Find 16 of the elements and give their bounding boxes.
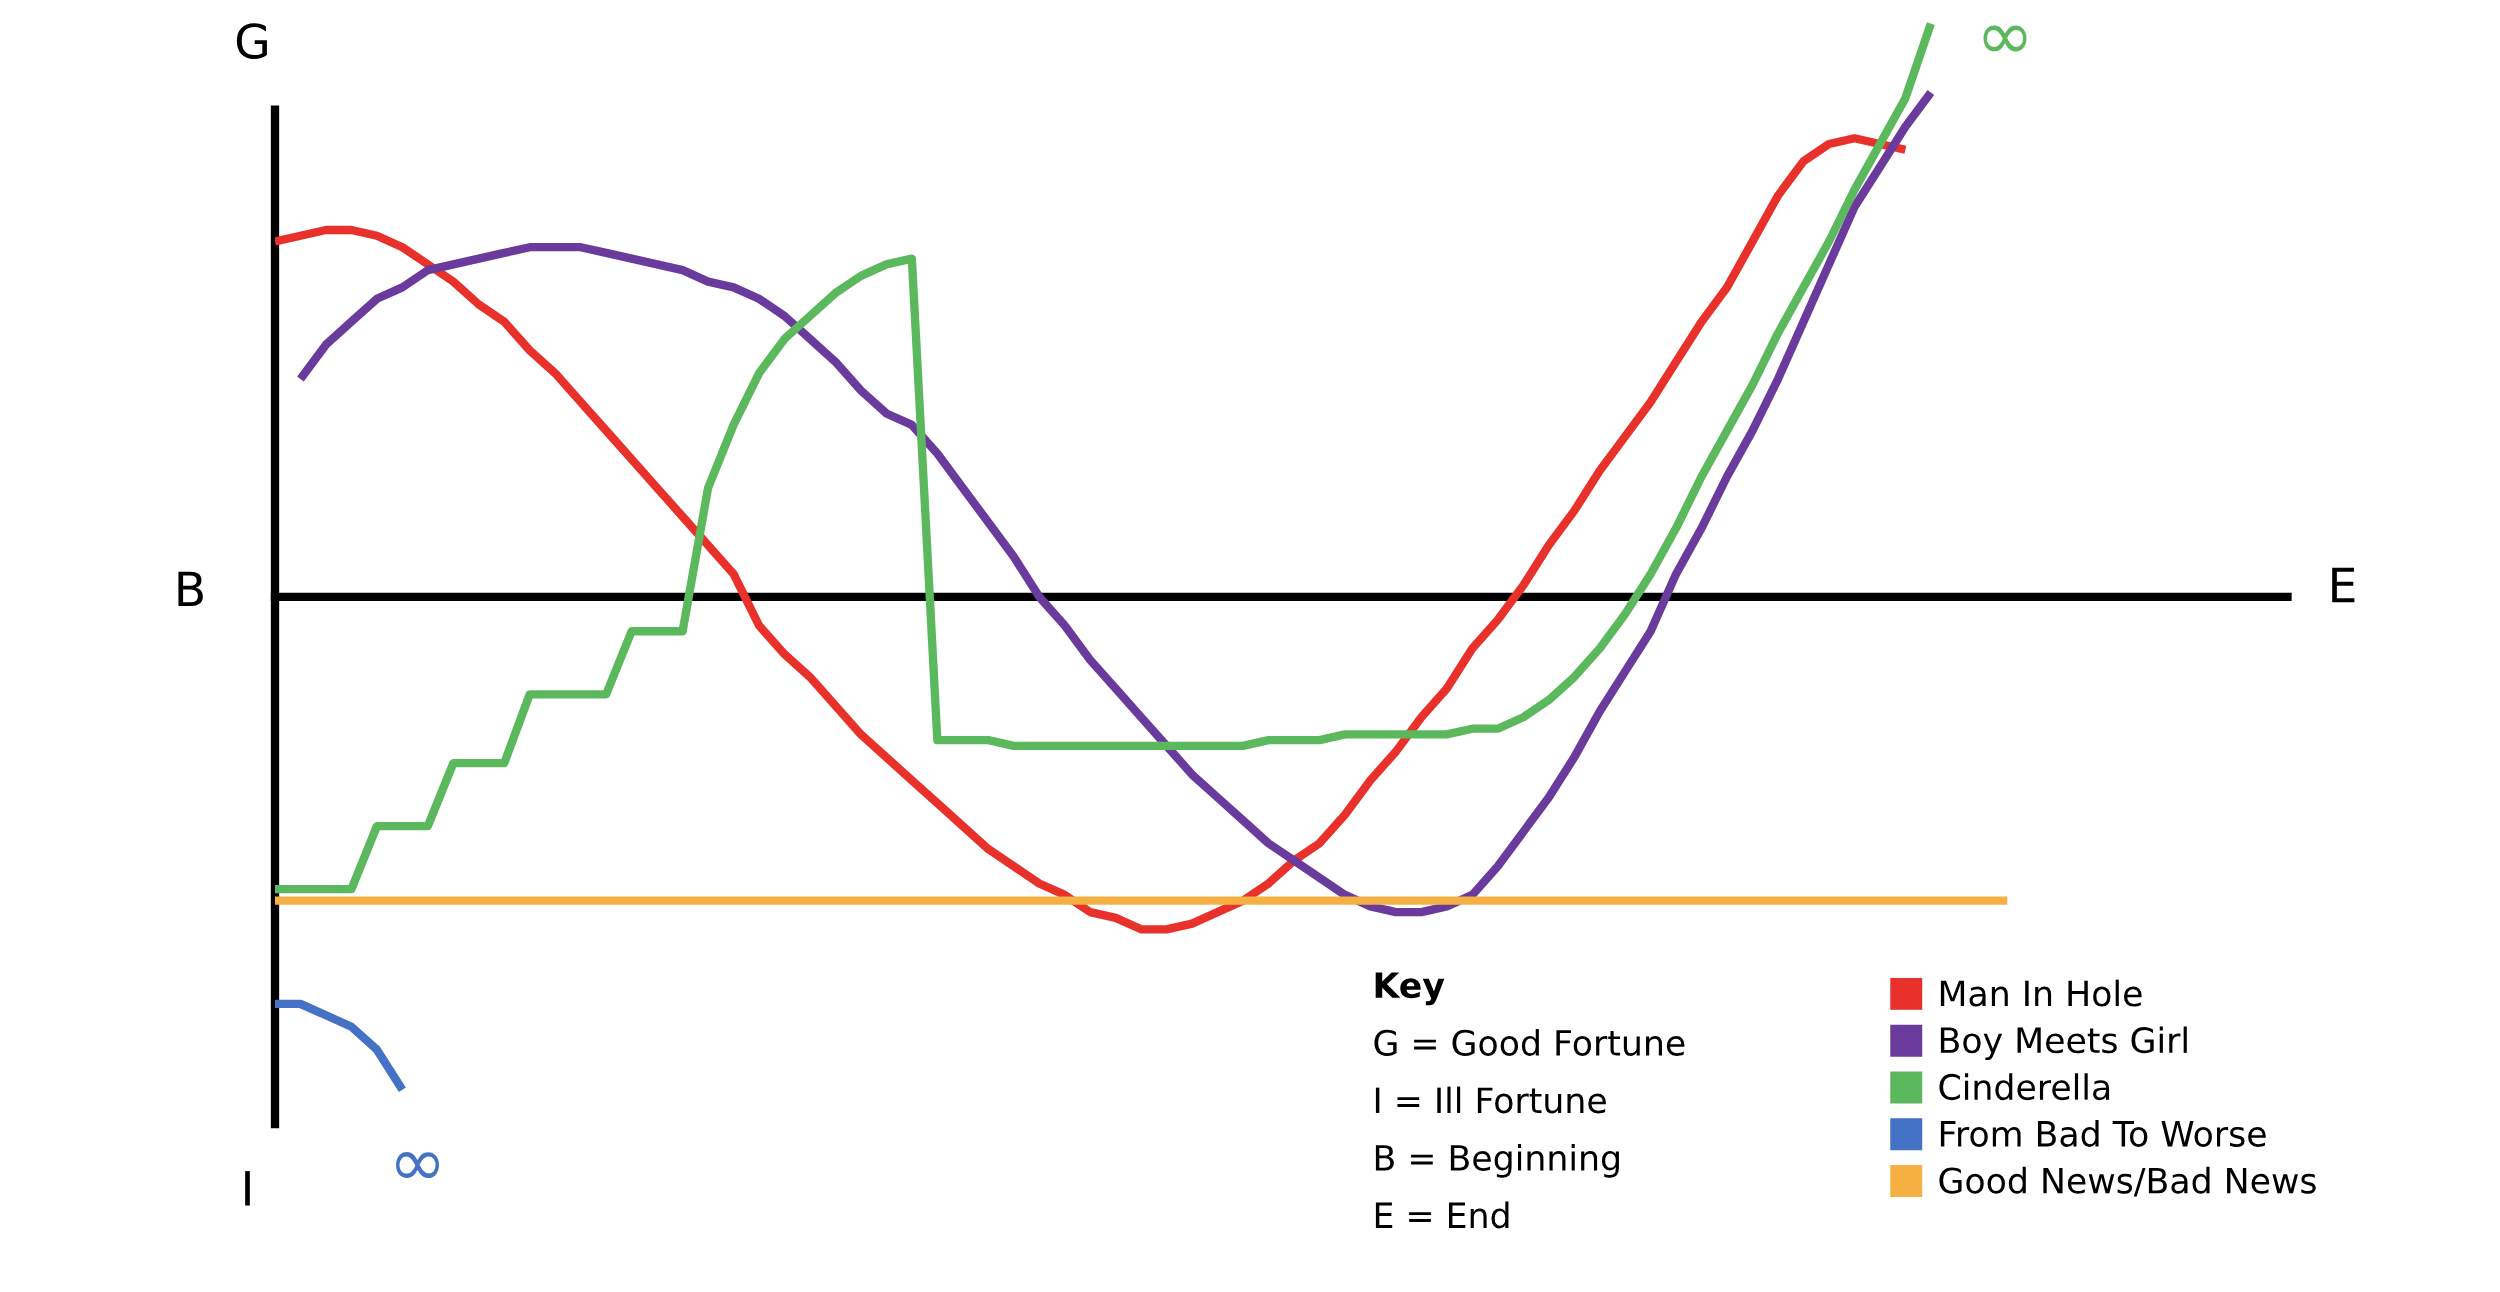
text: ∞: [396, 1152, 439, 1179]
annotation: Key: [1375, 972, 1445, 1006]
legend-label: From Bad To Worse: [1940, 1120, 2266, 1147]
text: E: [2332, 567, 2355, 603]
annotation: G = Good Fortune: [1374, 1029, 1685, 1056]
annotation: ∞: [1983, 25, 2027, 52]
text: E = End: [1375, 1201, 1509, 1229]
legend-label: Boy Meets Girl: [1940, 1026, 2187, 1061]
legend-label: Man In Hole: [1940, 979, 2142, 1007]
text: I: [245, 1171, 250, 1206]
text: B = Beginning: [1375, 1144, 1619, 1178]
text: B: [178, 571, 203, 607]
legend-label: Cinderella: [1939, 1073, 2110, 1101]
text: G: [236, 23, 267, 59]
annotation: I = Ill Fortune: [1375, 1086, 1606, 1114]
legend-label: Good News/Bad News: [1939, 1166, 2316, 1197]
